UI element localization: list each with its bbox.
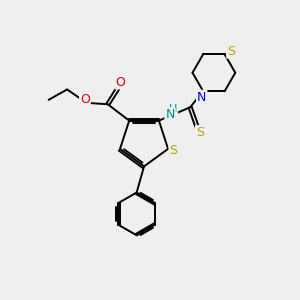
Text: N: N [197,91,206,104]
Text: O: O [80,93,90,106]
Text: N: N [165,108,175,121]
Text: S: S [169,144,177,157]
Text: S: S [227,45,235,58]
Text: O: O [116,76,125,88]
Text: H: H [169,104,177,115]
Text: S: S [196,126,204,139]
